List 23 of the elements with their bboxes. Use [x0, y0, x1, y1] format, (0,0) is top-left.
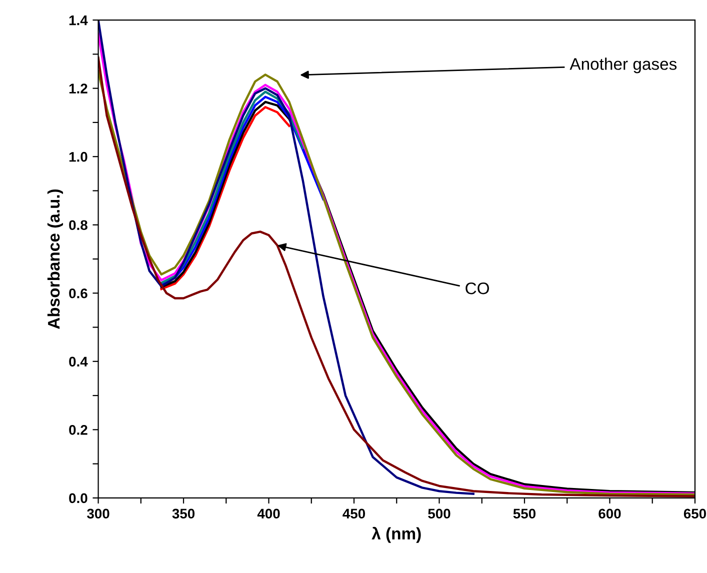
- y-tick-label: 0.6: [69, 288, 88, 298]
- y-tick-label: 0.4: [69, 356, 88, 367]
- x-tick-label: 600: [598, 508, 621, 519]
- annotation: Another gases: [570, 58, 677, 74]
- line-series: [160, 90, 304, 284]
- y-tick-label: 0.0: [69, 493, 88, 504]
- x-tick-label: 350: [172, 508, 195, 519]
- x-axis-title: λ (nm): [372, 526, 421, 543]
- x-tick-label: 450: [342, 508, 366, 519]
- x-tick-label: 300: [87, 508, 110, 519]
- line-series: [160, 96, 324, 286]
- y-tick-label: 0.2: [69, 425, 88, 435]
- annotation: CO: [466, 282, 489, 294]
- x-tick-label: 550: [513, 508, 536, 519]
- y-tick-label: 0.8: [69, 220, 88, 230]
- y-tick-label: 1.0: [69, 152, 88, 162]
- x-tick-label: 500: [428, 508, 450, 519]
- y-axis-title: Absorbance (a.u.): [47, 189, 63, 329]
- x-tick-label: 650: [684, 508, 706, 519]
- y-tick-label: 1.2: [69, 84, 88, 94]
- x-tick-label: 400: [257, 508, 280, 519]
- line-series: [160, 106, 290, 290]
- y-tick-label: 1.4: [69, 16, 88, 26]
